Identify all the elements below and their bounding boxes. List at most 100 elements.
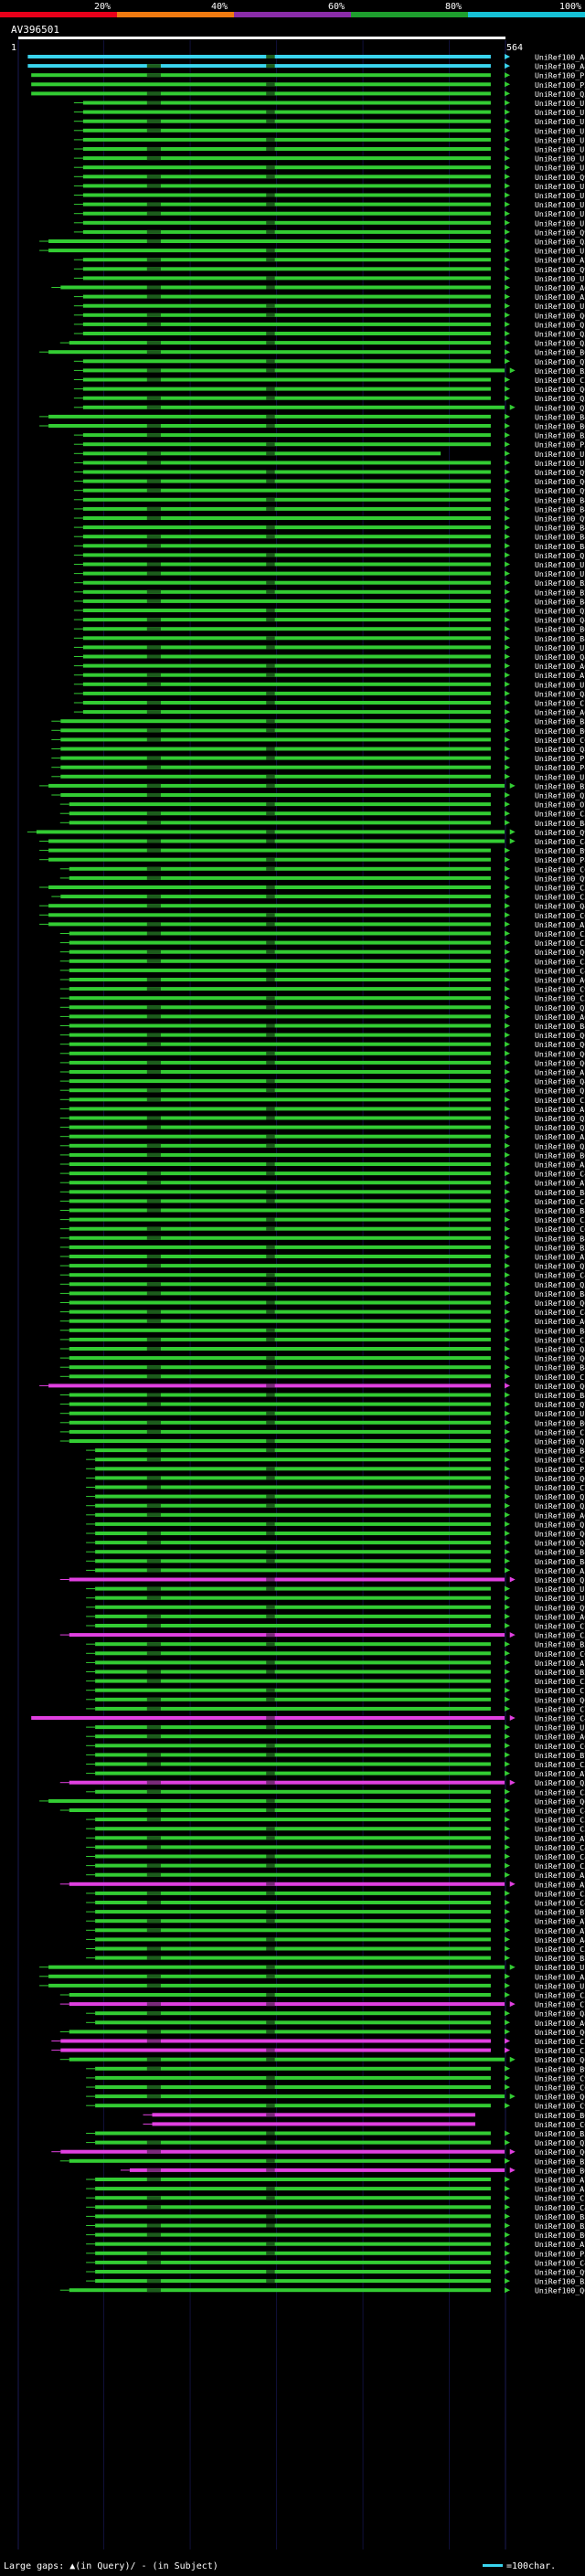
- alignment-row: UniRef100_A6QX28: [59, 976, 585, 985]
- continuation-arrow: [505, 1142, 511, 1149]
- alignment-row: UniRef100_Q47KN0: [39, 902, 585, 911]
- continuation-arrow: [505, 1918, 511, 1924]
- alignment-row: UniRef100_C3QWW0: [86, 1816, 585, 1825]
- hit-label: UniRef100_C3Y932: [535, 376, 585, 385]
- gap-block: [266, 1023, 275, 1028]
- alignment-row: UniRef100_B3NZU5: [59, 1243, 585, 1252]
- gap-block: [146, 987, 161, 991]
- gap-block: [266, 119, 275, 123]
- alignment-bar: [48, 839, 505, 843]
- continuation-arrow: [505, 939, 511, 946]
- alignment-bar: [69, 1217, 491, 1222]
- alignment-row: UniRef100_C1ZQ72: [86, 1686, 585, 1695]
- gap-block: [266, 2057, 275, 2062]
- alignment-bar: [95, 2104, 491, 2108]
- hit-label: UniRef100_Q2F7S4: [535, 2138, 585, 2147]
- alignment-bar: [95, 1642, 491, 1647]
- alignment-row: UniRef100_C7RQS1: [86, 1704, 585, 1713]
- alignment-bar: [60, 2048, 491, 2052]
- gap-block: [266, 2085, 275, 2089]
- continuation-arrow: [505, 386, 511, 392]
- alignment-row: UniRef100_UP1000...: [73, 680, 585, 689]
- hit-label: UniRef100_C4VRZ5: [535, 1807, 585, 1816]
- gap-block: [146, 1872, 161, 1877]
- alignment-row: UniRef100_C4VRZ5: [59, 1807, 585, 1816]
- gap-block: [146, 202, 161, 207]
- alignment-bar: [69, 1300, 491, 1305]
- hit-label: UniRef100_A6N210: [535, 1511, 585, 1520]
- hit-label: UniRef100_A8JJ46: [535, 53, 585, 62]
- gap-block: [146, 2011, 161, 2016]
- alignment-bar: [82, 193, 491, 197]
- gap-block: [146, 811, 161, 816]
- alignment-bar: [95, 1863, 491, 1868]
- alignment-bar: [82, 128, 491, 133]
- gap-block: [146, 479, 161, 483]
- hit-label: UniRef100_Q9FFY9: [535, 2268, 585, 2277]
- alignment-row: UniRef100_Q9AK14: [86, 1603, 585, 1612]
- hit-label: UniRef100_C5FLA8: [535, 994, 585, 1003]
- alignment-bar: [152, 2113, 475, 2117]
- gap-block: [146, 1642, 161, 1647]
- hit-label: UniRef100_C1N5W5: [535, 1427, 585, 1436]
- continuation-arrow: [505, 1945, 511, 1952]
- continuation-arrow: [505, 773, 511, 779]
- continuation-arrow: [505, 1069, 511, 1075]
- gap-block: [266, 1079, 275, 1084]
- alignment-row: UniRef100_A7V284: [86, 1659, 585, 1668]
- continuation-arrow: [505, 1733, 511, 1740]
- gap-block: [146, 866, 161, 871]
- continuation-arrow: [505, 1531, 511, 1536]
- hit-label: UniRef100_C7YQ18: [535, 1483, 585, 1492]
- gap-block: [266, 1771, 275, 1776]
- gap-block: [146, 2251, 161, 2255]
- hit-label: UniRef100_B0SIM5: [535, 2111, 585, 2120]
- alignment-row: UniRef100_Q0UPL2: [59, 1049, 585, 1058]
- alignment-row: UniRef100_B3RMV1: [73, 366, 585, 376]
- hit-label: UniRef100_B0F458: [535, 2166, 585, 2175]
- gap-block: [146, 1060, 161, 1065]
- gap-block: [146, 931, 161, 936]
- hit-label: UniRef100_C0S961: [535, 911, 585, 920]
- alignment-row: UniRef100_Q6RJJ3: [59, 1354, 585, 1363]
- gap-block: [266, 885, 275, 889]
- hit-label: UniRef100_UP1000...: [535, 164, 585, 173]
- alignment-row: UniRef100_C6Z5U0: [86, 1742, 585, 1751]
- gap-block: [146, 1116, 161, 1120]
- hit-label: UniRef100_UP1000...: [535, 218, 585, 228]
- hit-label: UniRef100_Q7P9G9: [535, 1262, 585, 1271]
- alignment-row: UniRef100_A5DEE1: [39, 1972, 585, 1981]
- hit-label: UniRef100_Q29MT1: [535, 607, 585, 616]
- hit-label: UniRef100_UP1000...: [535, 680, 585, 689]
- continuation-arrow: [505, 2278, 511, 2284]
- hit-label: UniRef100_UP1000...: [535, 1963, 585, 1972]
- hit-label: UniRef100_A6LK06: [535, 1612, 585, 1621]
- alignment-bar: [95, 1494, 491, 1499]
- alignment-bar: [69, 1337, 491, 1341]
- gap-block: [146, 1532, 161, 1535]
- continuation-arrow: [505, 1558, 511, 1564]
- alignment-bar: [69, 978, 491, 981]
- alignment-row: UniRef100_Q52PN1: [39, 238, 585, 247]
- alignment-bar: [95, 1827, 491, 1831]
- continuation-arrow: [505, 1549, 511, 1555]
- alignment-bar: [69, 1882, 505, 1886]
- continuation-arrow: [505, 1318, 511, 1324]
- hit-label: UniRef100_Q4SAC4: [535, 652, 585, 662]
- alignment-bar: [82, 544, 491, 548]
- alignment-bar: [31, 73, 491, 78]
- query-end-label: 564: [506, 43, 523, 53]
- alignment-bar: [82, 654, 491, 659]
- alignment-row: UniRef100_C5M2H4: [51, 893, 585, 902]
- alignment-row: UniRef100_UP1000...: [73, 200, 585, 209]
- alignment-bar: [95, 1448, 491, 1453]
- hit-label: UniRef100_C5DKC8: [535, 1945, 585, 1954]
- hit-label: UniRef100_A2QUO1: [535, 1880, 585, 1889]
- continuation-arrow: [505, 811, 511, 817]
- hit-label: UniRef100_Q5KIK6: [535, 339, 585, 348]
- continuation-arrow: [505, 1438, 511, 1444]
- alignment-row: UniRef100_C5MWF3: [59, 957, 585, 966]
- gap-block: [266, 728, 275, 733]
- alignment-bar: [69, 1808, 491, 1812]
